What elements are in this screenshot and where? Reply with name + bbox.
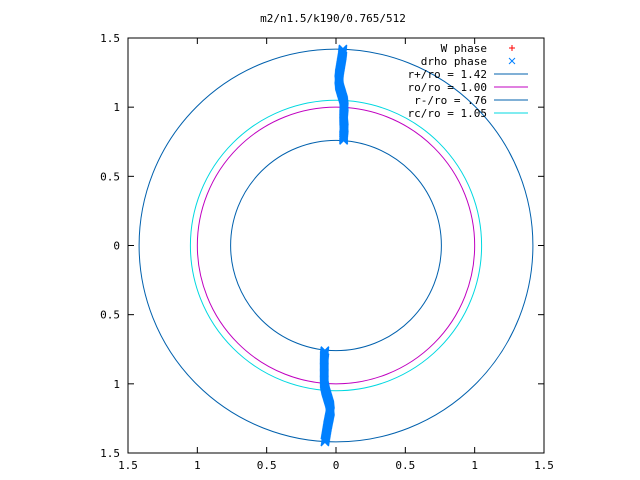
x-tick-label: 1.5 [534,459,554,472]
circle-series [196,106,476,385]
legend-entry: r-/ro = .76 [414,94,528,107]
y-tick-label: 1 [113,101,120,114]
legend-label: ro/ro = 1.00 [408,81,487,94]
y-tick-label: 1.5 [100,32,120,45]
x-tick-label: 0.5 [395,459,415,472]
data-point [320,437,330,447]
y-tick-label: 1.5 [100,447,120,460]
legend-entry: ro/ro = 1.00 [408,81,528,94]
legend-label: r-/ro = .76 [414,94,487,107]
legend-entry: r+/ro = 1.42 [408,68,528,81]
legend-entry: drho phase [421,55,516,68]
legend-swatch [508,57,516,65]
x-tick-label: 1.5 [118,459,138,472]
legend-label: W phase [441,42,487,55]
circle-series [230,139,442,352]
y-tick-label: 0.5 [100,170,120,183]
x-tick-label: 0 [333,459,340,472]
circle-series [138,48,534,443]
y-tick-label: 0.5 [100,309,120,322]
legend-entry: W phase [441,42,515,55]
legend-label: drho phase [421,55,487,68]
chart-title: m2/n1.5/k190/0.765/512 [260,12,406,25]
x-tick-label: 0.5 [257,459,277,472]
x-tick-label: 1 [471,459,478,472]
legend-label: rc/ro = 1.05 [408,107,487,120]
legend-swatch [509,45,515,51]
legend-label: r+/ro = 1.42 [408,68,487,81]
x-tick-label: 1 [194,459,201,472]
y-tick-label: 0 [113,240,120,253]
legend-entry: rc/ro = 1.05 [408,107,528,120]
y-tick-label: 1 [113,378,120,391]
data-point [339,135,349,145]
circle-series [189,99,483,392]
